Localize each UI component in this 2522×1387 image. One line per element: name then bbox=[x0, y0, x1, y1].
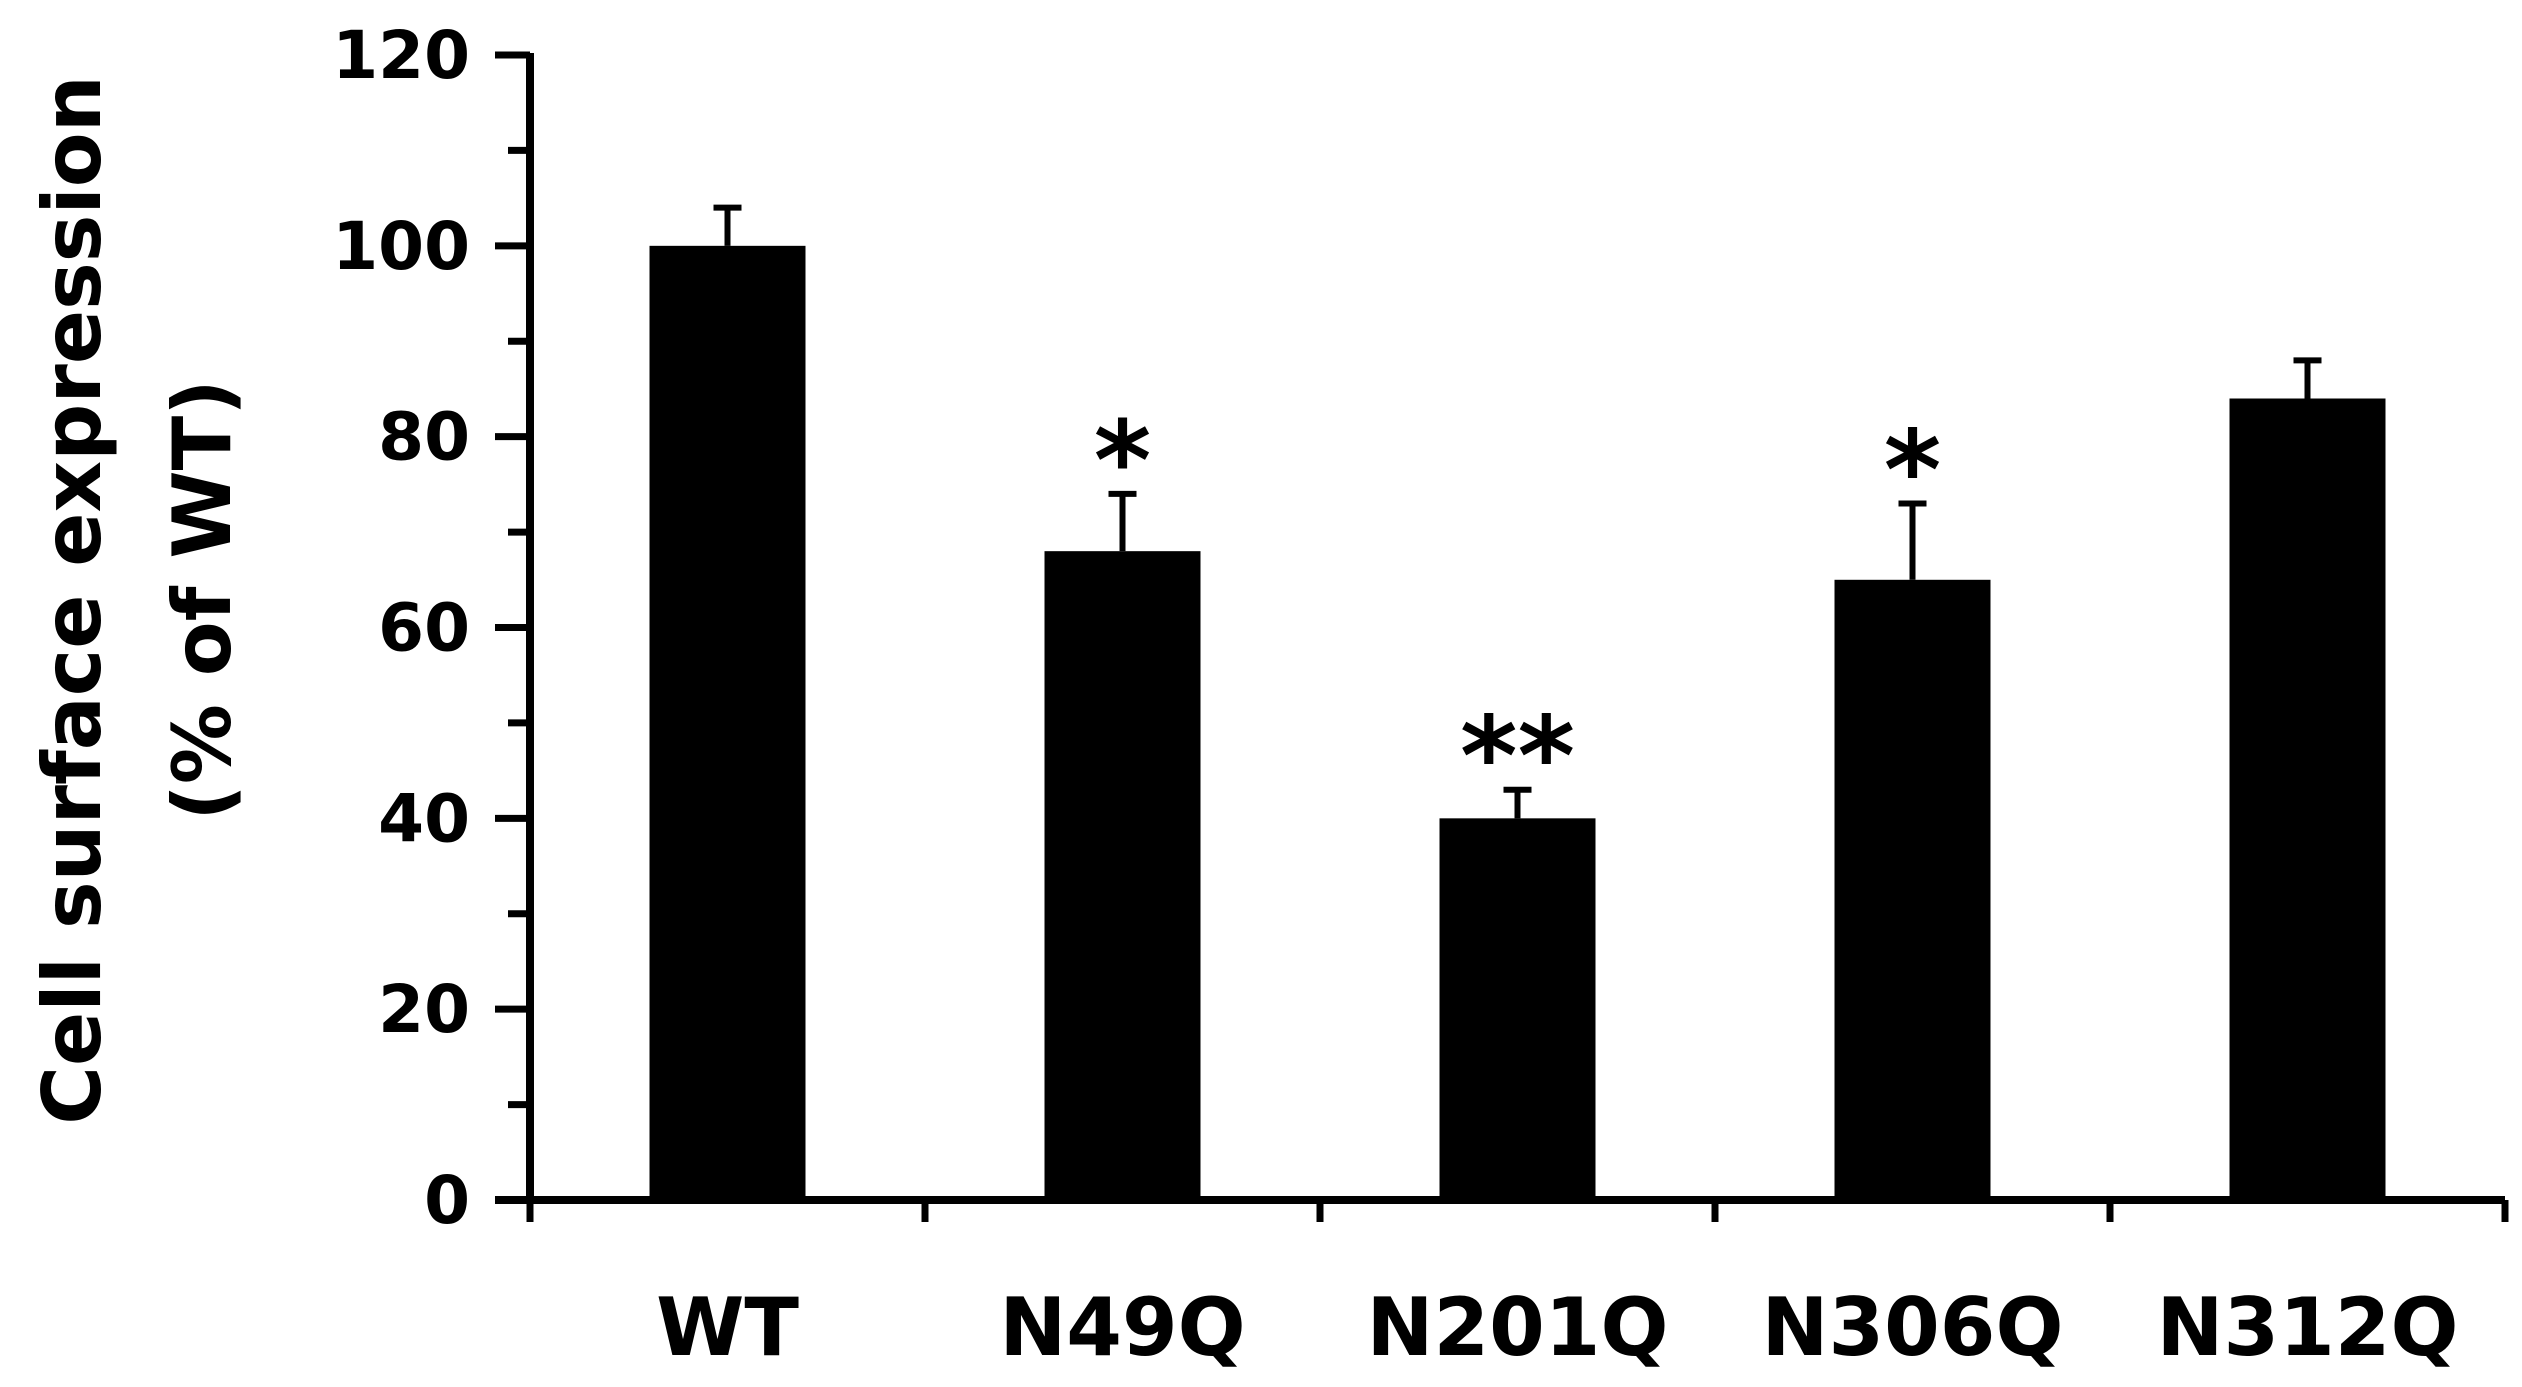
y-tick-label: 0 bbox=[424, 1162, 470, 1239]
y-tick-label: 60 bbox=[378, 590, 470, 667]
y-axis-title-line2: (% of WT) bbox=[156, 379, 249, 821]
significance-marker: ** bbox=[1460, 693, 1575, 821]
y-axis-title-line1: Cell surface expression bbox=[26, 75, 119, 1124]
y-tick-label: 20 bbox=[378, 971, 470, 1048]
y-axis-title: Cell surface expression (% of WT) bbox=[26, 75, 249, 1124]
plot-area: 0 20 40 60 80 100 120 WT N49Q * N201Q ** N306Q * N312Q bbox=[332, 17, 2509, 1374]
bar-n312q bbox=[2229, 398, 2386, 1200]
x-tick-label: N201Q bbox=[1367, 1281, 1669, 1374]
y-tick-label: 120 bbox=[332, 17, 470, 94]
y-tick-label: 100 bbox=[332, 208, 470, 285]
bar-n201q bbox=[1439, 818, 1596, 1200]
x-tick-label: WT bbox=[656, 1281, 799, 1374]
x-tick-label: N49Q bbox=[999, 1281, 1245, 1374]
significance-marker: * bbox=[1094, 397, 1152, 525]
significance-marker: * bbox=[1884, 406, 1942, 534]
bar-n306q bbox=[1834, 579, 1991, 1200]
bar-n49q bbox=[1044, 551, 1201, 1200]
x-tick-label: N306Q bbox=[1762, 1281, 2064, 1374]
y-tick-label: 80 bbox=[378, 399, 470, 476]
y-tick-label: 40 bbox=[378, 780, 470, 857]
bar-wt bbox=[649, 245, 806, 1201]
x-tick-label: N312Q bbox=[2157, 1281, 2459, 1374]
